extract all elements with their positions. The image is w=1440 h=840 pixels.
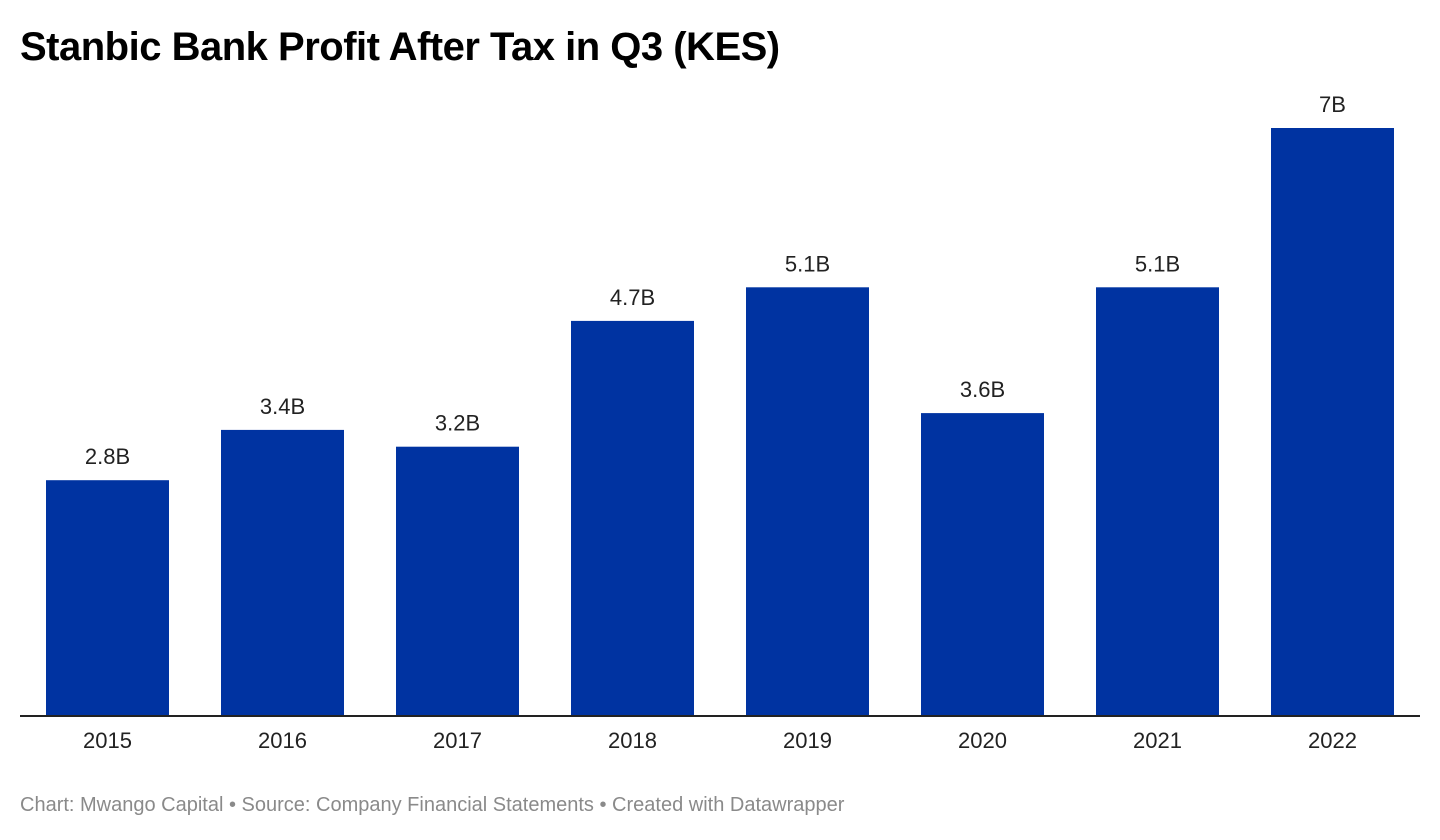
bar-2020 <box>921 413 1044 715</box>
bar-2016 <box>221 429 344 715</box>
data-label-2018: 4.7B <box>610 285 655 310</box>
x-axis-tick-labels: 2015 2016 2017 2018 2019 2020 2021 2022 <box>83 728 1357 753</box>
x-tick-label-2015: 2015 <box>83 728 132 753</box>
x-tick-label-2020: 2020 <box>958 728 1007 753</box>
data-label-2016: 3.4B <box>260 394 305 419</box>
data-label-2021: 5.1B <box>1135 251 1180 276</box>
data-label-2017: 3.2B <box>435 411 480 436</box>
bar-2017 <box>396 446 519 715</box>
chart-footer: Chart: Mwango Capital • Source: Company … <box>20 794 845 816</box>
data-label-2015: 2.8B <box>85 444 130 469</box>
data-label-2020: 3.6B <box>960 377 1005 402</box>
data-labels-layer: 2.8B 3.4B 3.2B 4.7B 5.1B 3.6B 5.1B 7B <box>85 92 1346 469</box>
x-tick-label-2018: 2018 <box>608 728 657 753</box>
bar-2021 <box>1096 287 1219 715</box>
x-tick-label-2017: 2017 <box>433 728 482 753</box>
chart-title: Stanbic Bank Profit After Tax in Q3 (KES… <box>20 25 780 69</box>
bar-2015 <box>46 480 169 715</box>
bar-2018 <box>571 320 694 715</box>
data-label-2022: 7B <box>1319 92 1346 117</box>
data-label-2019: 5.1B <box>785 251 830 276</box>
x-tick-label-2016: 2016 <box>258 728 307 753</box>
x-tick-label-2019: 2019 <box>783 728 832 753</box>
x-tick-label-2021: 2021 <box>1133 728 1182 753</box>
x-tick-label-2022: 2022 <box>1308 728 1357 753</box>
bars-layer <box>46 128 1394 715</box>
bar-2022 <box>1271 128 1394 715</box>
bar-2019 <box>746 287 869 715</box>
